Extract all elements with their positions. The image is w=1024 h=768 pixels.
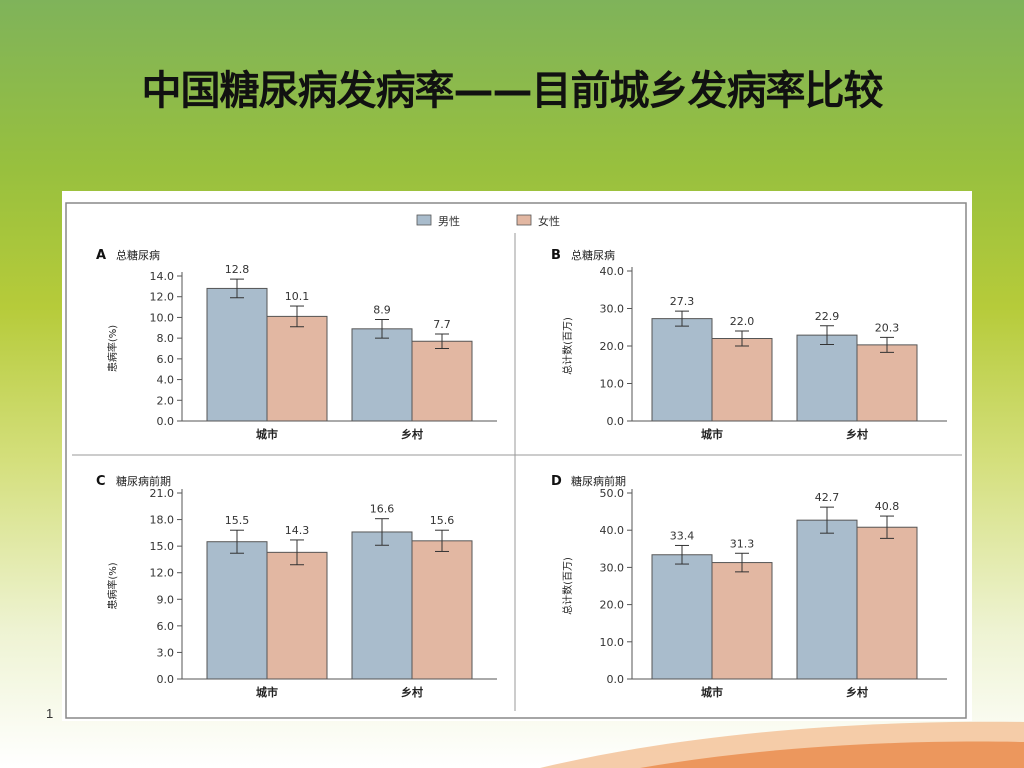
data-label: 22.9	[815, 310, 840, 323]
y-tick-label: 0.0	[607, 673, 625, 686]
panel-letter: D	[551, 474, 562, 489]
y-tick-label: 40.0	[600, 265, 625, 278]
bar	[266, 551, 328, 680]
bar	[856, 344, 918, 422]
figure-box: 男性 女性 A 总糖尿病患病率(%) 0.0 2.0 4.0 6.0 8.0 10.0 12.0…	[62, 191, 972, 721]
y-tick-label: 15.0	[150, 540, 175, 553]
bar	[711, 338, 773, 422]
figure-frame	[65, 202, 967, 719]
slide-title: 中国糖尿病发病率——目前城乡发病率比较	[141, 68, 884, 114]
bar	[411, 340, 473, 422]
y-tick-label: 20.0	[600, 599, 625, 612]
data-label: 14.3	[285, 524, 310, 537]
panel-title: 糖尿病前期	[116, 474, 171, 488]
legend-swatch-male	[416, 214, 432, 226]
y-tick-label: 6.0	[157, 353, 175, 366]
y-tick-label: 2.0	[157, 394, 175, 407]
bar	[351, 328, 413, 422]
data-label: 33.4	[670, 529, 695, 542]
x-tick-label: 城市	[256, 427, 278, 441]
y-axis-label: 患病率(%)	[106, 325, 119, 372]
data-label: 27.3	[670, 295, 695, 308]
y-tick-label: 4.0	[157, 374, 175, 387]
slide-number: 1	[46, 706, 54, 721]
y-tick-label: 18.0	[150, 514, 175, 527]
data-label: 22.0	[730, 315, 755, 328]
y-axis-label: 总计数(百万)	[561, 557, 574, 615]
y-tick-label: 40.0	[600, 524, 625, 537]
legend-label-female: 女性	[538, 214, 560, 228]
data-label: 42.7	[815, 491, 840, 504]
data-label: 12.8	[225, 263, 250, 276]
bar	[411, 540, 473, 680]
y-tick-label: 21.0	[150, 487, 175, 500]
bar	[796, 334, 858, 422]
decorative-swoosh	[540, 721, 1024, 768]
y-tick-label: 20.0	[600, 340, 625, 353]
bar	[651, 554, 713, 680]
y-tick-label: 8.0	[157, 332, 175, 345]
data-label: 15.5	[225, 514, 250, 527]
y-tick-label: 14.0	[150, 270, 175, 283]
data-label: 20.3	[875, 321, 900, 334]
swoosh-band-2	[640, 741, 1024, 768]
panel-title: 糖尿病前期	[571, 474, 626, 488]
data-label: 10.1	[285, 290, 310, 303]
bar	[266, 315, 328, 422]
y-tick-label: 3.0	[157, 646, 175, 659]
y-tick-label: 10.0	[600, 636, 625, 649]
y-tick-label: 30.0	[600, 561, 625, 574]
panel-letter: C	[96, 474, 106, 489]
x-tick-label: 城市	[701, 427, 723, 441]
x-tick-label: 城市	[256, 685, 278, 699]
bar	[206, 541, 268, 680]
panel-letter: A	[96, 248, 106, 263]
data-label: 31.3	[730, 537, 755, 550]
data-label: 8.9	[373, 304, 391, 317]
x-tick-label: 乡村	[846, 685, 868, 699]
bar	[206, 287, 268, 422]
y-tick-label: 0.0	[157, 415, 175, 428]
data-label: 15.6	[430, 514, 455, 527]
legend-swatch-female	[516, 214, 532, 226]
bar	[711, 562, 773, 680]
y-tick-label: 50.0	[600, 487, 625, 500]
y-tick-label: 12.0	[150, 291, 175, 304]
y-tick-label: 10.0	[600, 378, 625, 391]
x-tick-label: 乡村	[401, 685, 423, 699]
y-tick-label: 10.0	[150, 311, 175, 324]
y-tick-label: 12.0	[150, 567, 175, 580]
bar	[796, 519, 858, 680]
panel-title: 总糖尿病	[116, 248, 160, 262]
y-axis-label: 总计数(百万)	[561, 317, 574, 375]
y-tick-label: 30.0	[600, 303, 625, 316]
legend-label-male: 男性	[438, 214, 460, 228]
y-tick-label: 0.0	[157, 673, 175, 686]
bar	[651, 318, 713, 422]
data-label: 7.7	[433, 318, 451, 331]
y-tick-label: 6.0	[157, 620, 175, 633]
panel-letter: B	[551, 248, 561, 263]
y-tick-label: 0.0	[607, 415, 625, 428]
x-tick-label: 乡村	[846, 427, 868, 441]
x-tick-label: 城市	[701, 685, 723, 699]
data-label: 40.8	[875, 500, 900, 513]
panel-title: 总糖尿病	[571, 248, 615, 262]
bar	[351, 531, 413, 680]
bar	[856, 526, 918, 680]
y-tick-label: 9.0	[157, 593, 175, 606]
legend: 男性 女性	[416, 214, 560, 228]
y-axis-label: 患病率(%)	[106, 562, 119, 609]
x-tick-label: 乡村	[401, 427, 423, 441]
data-label: 16.6	[370, 503, 395, 516]
